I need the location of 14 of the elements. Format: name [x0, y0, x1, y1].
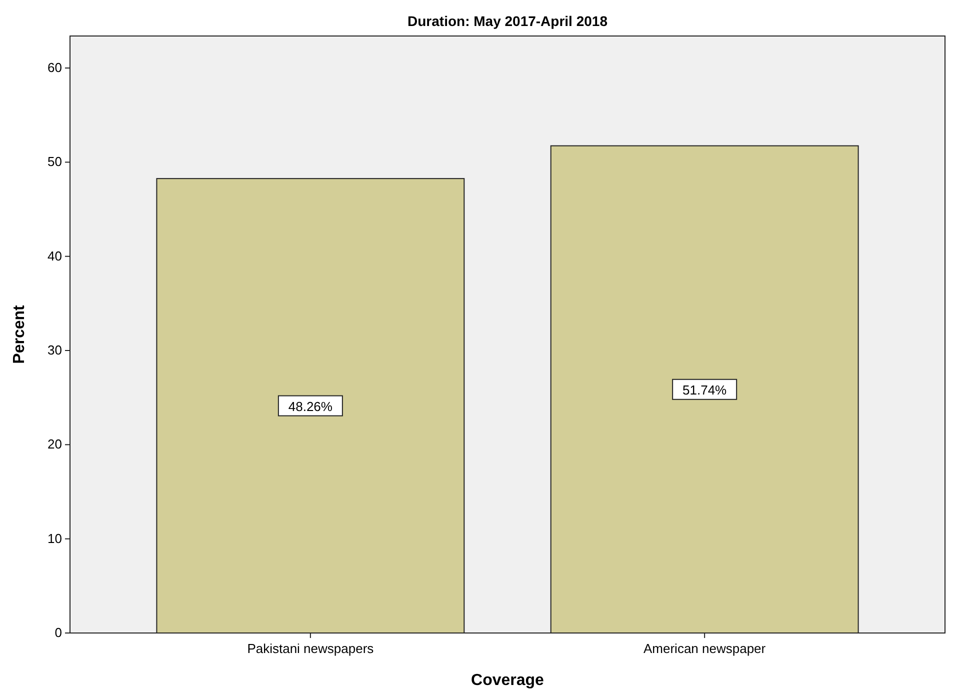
y-axis-title: Percent [11, 304, 28, 364]
y-tick-label: 20 [48, 436, 62, 452]
y-tick-label: 50 [48, 154, 62, 170]
chart-title: Duration: May 2017-April 2018 [408, 13, 608, 29]
x-axis-title: Coverage [471, 672, 544, 689]
x-tick-label: American newspaper [644, 641, 766, 656]
y-tick-label: 0 [54, 625, 62, 640]
y-tick-label: 30 [48, 342, 62, 358]
x-tick-label: Pakistani newspapers [247, 641, 374, 656]
y-tick-label: 10 [48, 530, 62, 546]
data-label: 48.26% [288, 398, 333, 414]
y-tick-label: 40 [48, 248, 62, 264]
y-tick-label: 60 [48, 60, 62, 76]
data-label: 51.74% [682, 382, 728, 398]
